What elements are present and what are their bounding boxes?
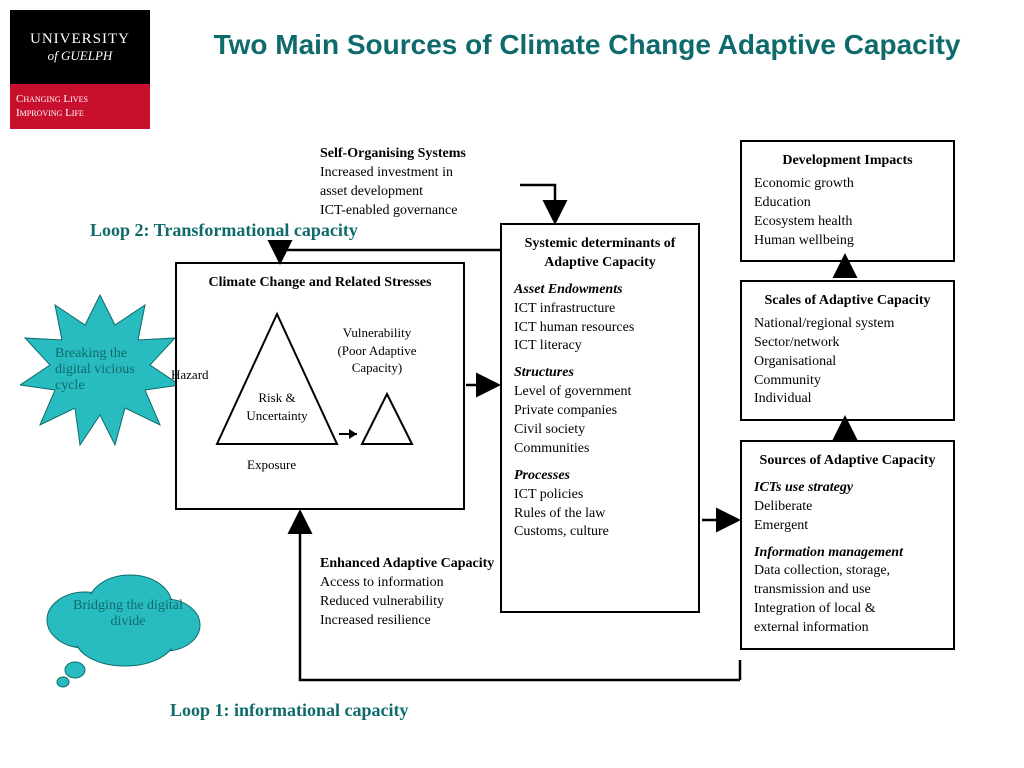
university-logo: UNIVERSITY of GUELPH Changing Lives Impr… xyxy=(10,10,150,129)
cloud-callout: Bridging the digital divide xyxy=(30,560,220,690)
hazard-label: Hazard xyxy=(171,366,209,384)
scales-title: Scales of Adaptive Capacity xyxy=(754,292,941,311)
icts-hd: ICTs use strategy xyxy=(754,479,941,498)
enhanced-title: Enhanced Adaptive Capacity xyxy=(320,555,520,574)
struct-hd: Structures xyxy=(514,364,686,383)
logo-text-2: of GUELPH xyxy=(30,48,130,64)
self-organising-title: Self-Organising Systems xyxy=(320,145,520,164)
climate-title: Climate Change and Related Stresses xyxy=(189,274,451,293)
systemic-box: Systemic determinants of Adaptive Capaci… xyxy=(500,223,700,613)
logo-top: UNIVERSITY of GUELPH xyxy=(10,10,150,84)
starburst-callout: Breaking the digital vicious cycle xyxy=(20,290,180,450)
cloud-text: Bridging the digital divide xyxy=(68,598,188,630)
loop-2-label: Loop 2: Transformational capacity xyxy=(90,220,358,241)
sources-title: Sources of Adaptive Capacity xyxy=(754,452,941,471)
climate-box: Climate Change and Related Stresses Haza… xyxy=(175,262,465,510)
risk-label: Risk & Uncertainty xyxy=(237,389,317,424)
enhanced-block: Enhanced Adaptive Capacity Access to inf… xyxy=(320,555,520,631)
vuln-label: Vulnerability (Poor Adaptive Capacity) xyxy=(322,324,432,377)
starburst-text: Breaking the digital vicious cycle xyxy=(55,346,145,394)
so-line-1: Increased investment in xyxy=(320,164,520,183)
logo-text-1: UNIVERSITY xyxy=(30,31,130,48)
self-organising-block: Self-Organising Systems Increased invest… xyxy=(320,145,520,221)
proc-hd: Processes xyxy=(514,467,686,486)
page-title: Two Main Sources of Climate Change Adapt… xyxy=(170,28,1004,62)
asset-hd: Asset Endowments xyxy=(514,281,686,300)
tagline-2: Improving Life xyxy=(16,106,144,120)
systemic-title: Systemic determinants of Adaptive Capaci… xyxy=(514,235,686,273)
loop-1-label: Loop 1: informational capacity xyxy=(170,700,409,721)
sources-box: Sources of Adaptive Capacity ICTs use st… xyxy=(740,440,955,650)
logo-tagline: Changing Lives Improving Life xyxy=(10,84,150,129)
dev-title: Development Impacts xyxy=(754,152,941,171)
scales-box: Scales of Adaptive Capacity National/reg… xyxy=(740,280,955,421)
tagline-1: Changing Lives xyxy=(16,92,144,106)
exposure-label: Exposure xyxy=(247,456,296,474)
so-line-2: asset development xyxy=(320,183,520,202)
so-line-3: ICT-enabled governance xyxy=(320,202,520,221)
dev-impacts-box: Development Impacts Economic growth Educ… xyxy=(740,140,955,262)
info-hd: Information management xyxy=(754,544,941,563)
